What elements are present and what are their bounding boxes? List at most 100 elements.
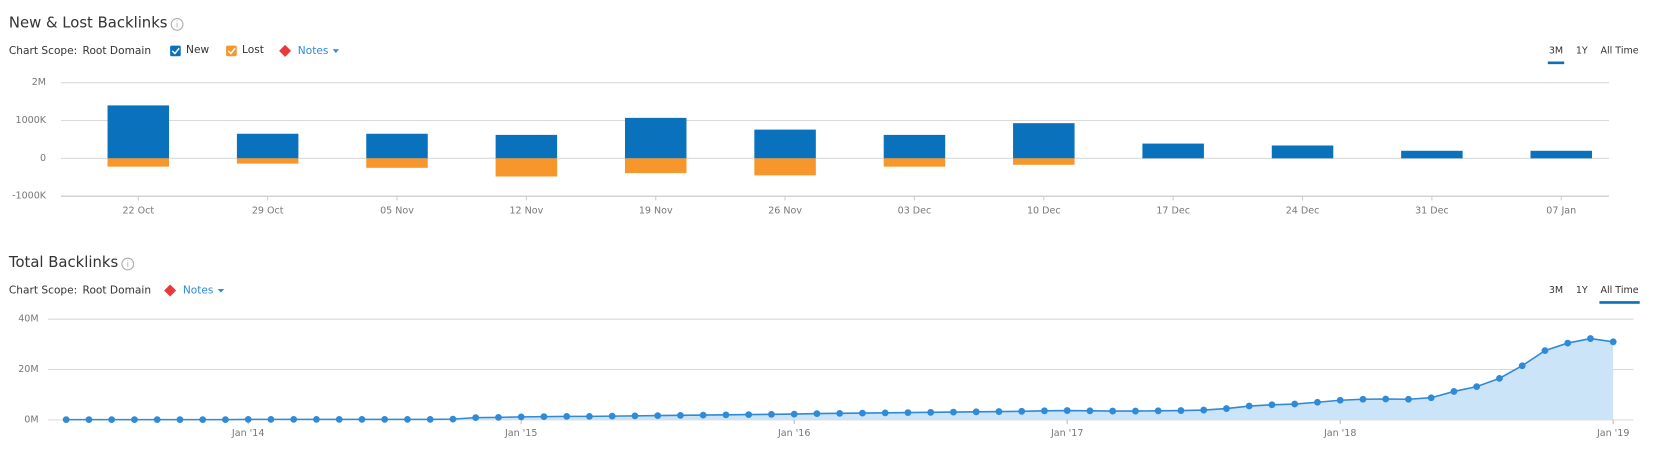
- bar: [1013, 158, 1075, 165]
- info-icon[interactable]: [170, 18, 184, 31]
- point: [563, 412, 571, 420]
- x-tick-label: 17 Dec: [1156, 206, 1190, 217]
- point: [1405, 395, 1412, 403]
- bar: [883, 158, 946, 167]
- period-tab[interactable]: All Time: [1600, 285, 1638, 296]
- point: [62, 416, 70, 424]
- scope-label: Chart Scope:: [9, 45, 77, 57]
- point: [153, 416, 161, 424]
- notes-caret[interactable]: [332, 49, 340, 54]
- legend-checkbox[interactable]: [170, 45, 181, 57]
- point: [1177, 407, 1185, 414]
- point: [540, 413, 548, 421]
- point: [108, 416, 116, 424]
- legend-label: Lost: [242, 44, 264, 56]
- point: [1541, 347, 1549, 355]
- point: [335, 415, 343, 423]
- point: [199, 416, 207, 424]
- point: [1518, 362, 1526, 370]
- bar: [1013, 123, 1075, 159]
- y-tick-label: 40M: [18, 314, 38, 325]
- bar: [107, 158, 170, 167]
- info-icon-glyph: i: [127, 259, 129, 269]
- notes-label[interactable]: Notes: [183, 285, 214, 297]
- point: [1609, 338, 1617, 346]
- x-tick-label: 05 Nov: [380, 206, 414, 217]
- point: [1587, 335, 1594, 342]
- point: [608, 412, 616, 420]
- notes-label[interactable]: Notes: [298, 45, 329, 57]
- point: [995, 408, 1003, 415]
- period-tab[interactable]: 3M: [1549, 285, 1563, 296]
- point: [1336, 396, 1344, 404]
- point: [699, 411, 707, 419]
- point: [1450, 388, 1458, 395]
- legend-checkbox[interactable]: [226, 45, 237, 57]
- y-tick-label: 0: [40, 153, 46, 164]
- point: [677, 411, 684, 419]
- point: [1200, 406, 1208, 414]
- x-tick-label: 24 Dec: [1286, 206, 1320, 217]
- y-tick-label: 2M: [32, 77, 46, 88]
- bar: [624, 117, 687, 159]
- point: [1223, 405, 1230, 412]
- period-tab[interactable]: 1Y: [1576, 285, 1588, 296]
- point: [1496, 374, 1503, 382]
- point: [1359, 395, 1367, 403]
- scope-label: Chart Scope:: [9, 285, 77, 297]
- point: [1291, 400, 1299, 408]
- x-tick-label: Jan '17: [1050, 428, 1083, 439]
- point: [426, 415, 434, 423]
- legend-check: [171, 47, 180, 55]
- x-tick-label: 12 Nov: [509, 206, 543, 217]
- bar: [883, 134, 946, 159]
- point: [449, 415, 457, 423]
- point: [586, 412, 593, 420]
- point: [85, 416, 93, 424]
- bar: [754, 158, 816, 176]
- point: [1564, 339, 1572, 347]
- point: [1154, 407, 1162, 415]
- bar: [1271, 145, 1334, 159]
- bar: [1401, 150, 1463, 159]
- x-tick-label: 31 Dec: [1415, 206, 1449, 217]
- point: [517, 413, 525, 421]
- point: [927, 408, 935, 416]
- point: [1427, 394, 1435, 402]
- info-icon-glyph: i: [176, 19, 178, 29]
- point: [222, 416, 229, 424]
- point: [631, 412, 639, 420]
- bar: [236, 133, 299, 159]
- scope-value: Root Domain: [83, 45, 151, 57]
- period-tab[interactable]: 3M: [1549, 45, 1563, 56]
- point: [859, 409, 866, 417]
- point: [972, 408, 980, 416]
- point: [950, 408, 957, 416]
- point: [1041, 407, 1048, 415]
- scope-value: Root Domain: [83, 285, 151, 297]
- bar: [366, 158, 428, 168]
- notes-caret[interactable]: [217, 288, 225, 293]
- bar: [236, 158, 299, 164]
- point: [1109, 407, 1117, 415]
- x-tick-label: 29 Oct: [252, 206, 284, 217]
- notes-diamond: [164, 284, 177, 297]
- chart-title: Total Backlinks: [8, 254, 118, 271]
- info-icon[interactable]: [121, 257, 135, 271]
- bar: [624, 158, 687, 174]
- period-tab[interactable]: All Time: [1600, 45, 1638, 56]
- point: [722, 411, 730, 419]
- point: [1268, 401, 1276, 409]
- point: [381, 415, 389, 423]
- period-underline: [1599, 301, 1640, 304]
- period-tab[interactable]: 1Y: [1576, 45, 1588, 56]
- point: [1063, 407, 1071, 414]
- point: [1314, 398, 1321, 406]
- point: [131, 416, 138, 424]
- x-tick-label: 10 Dec: [1027, 206, 1061, 217]
- point: [1382, 395, 1390, 403]
- bar: [1142, 143, 1204, 159]
- bar: [495, 158, 558, 177]
- point: [290, 415, 298, 423]
- y-tick-label: 20M: [18, 364, 38, 375]
